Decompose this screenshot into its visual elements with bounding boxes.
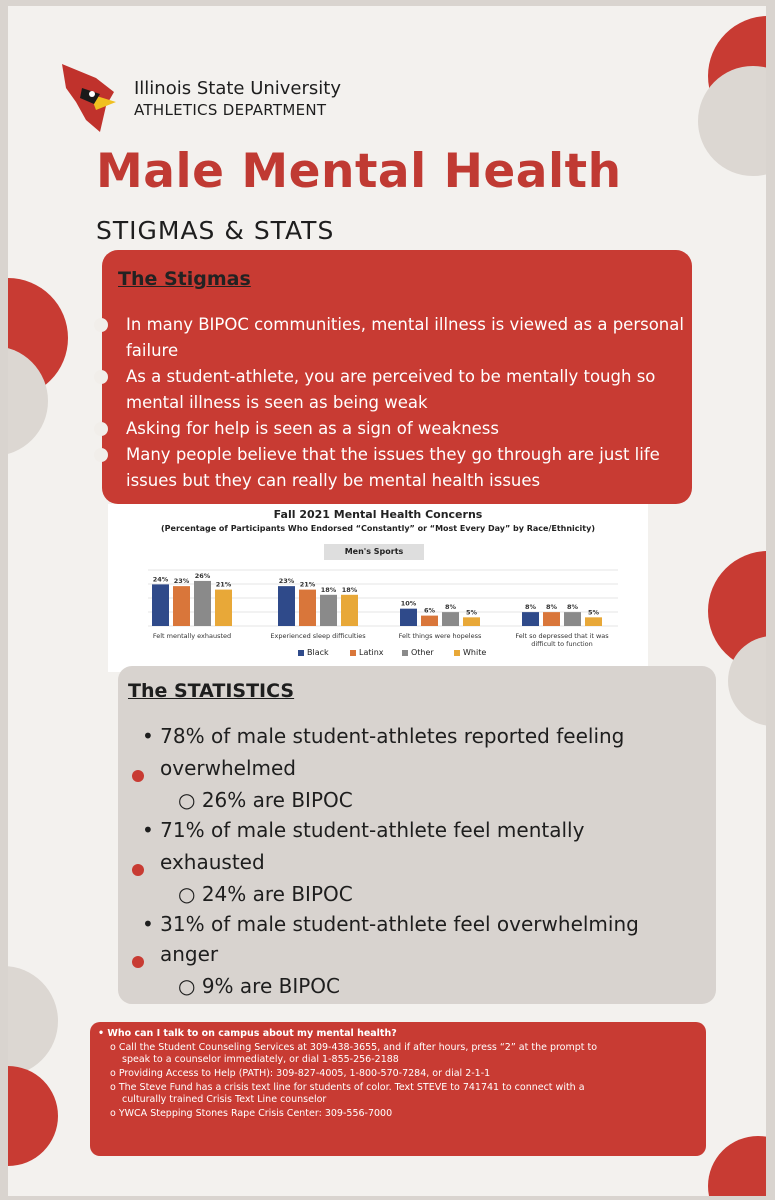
bullet-icon [94, 318, 108, 332]
bar-value-label: 26% [195, 572, 211, 580]
category-label: Felt mentally exhausted [153, 632, 231, 640]
bullet-icon [132, 770, 144, 782]
bar-other [564, 612, 581, 626]
bar-white [463, 617, 480, 626]
bar-latinx [543, 612, 560, 626]
legend-swatch [454, 649, 460, 656]
category-label: Felt things were hopeless [399, 632, 482, 640]
stigma-item: In many BIPOC communities, mental illnes… [94, 312, 686, 364]
bar-black [278, 586, 295, 626]
bar-value-label: 8% [546, 603, 558, 611]
help-line: culturally trained Crisis Text Line coun… [122, 1094, 327, 1105]
bar-black [152, 584, 169, 626]
help-line: o Providing Access to Help (PATH): 309-8… [110, 1068, 491, 1079]
redbird-logo-icon [62, 64, 116, 132]
bar-white [341, 594, 358, 626]
chart-tab: Men's Sports [324, 544, 424, 560]
bar-black [400, 608, 417, 626]
stigmas-box: The Stigmas In many BIPOC communities, m… [94, 250, 692, 504]
bar-value-label: 8% [445, 603, 457, 611]
bullet-icon [94, 422, 108, 436]
bar-value-label: 23% [174, 577, 190, 585]
stat-line: • 31% of male student-athlete feel overw… [142, 912, 639, 936]
legend-label: Latinx [359, 648, 384, 657]
stat-sub: ○ 9% are BIPOC [178, 974, 340, 998]
stigmas-heading: The Stigmas [118, 268, 251, 290]
bar-black [522, 612, 539, 626]
bar-other [320, 594, 337, 626]
bar-latinx [173, 586, 190, 626]
poster: Illinois State University ATHLETICS DEPA… [8, 6, 766, 1196]
bar-value-label: 18% [342, 586, 358, 594]
stigma-item: Asking for help is seen as a sign of wea… [94, 416, 686, 442]
statistics-heading: The STATISTICS [128, 680, 295, 702]
stat-line-cont: exhausted [160, 850, 265, 874]
bullet-icon [94, 448, 108, 462]
legend-label: Other [411, 648, 434, 657]
bar-latinx [299, 589, 316, 626]
department-name: ATHLETICS DEPARTMENT [134, 101, 327, 119]
decor-circle [8, 1066, 58, 1166]
help-line: o Call the Student Counseling Services a… [110, 1042, 598, 1053]
bar-value-label: 24% [153, 575, 169, 583]
stat-line: • 78% of male student-athletes reported … [142, 724, 625, 748]
bar-value-label: 23% [279, 577, 295, 585]
bullet-icon [132, 956, 144, 968]
university-header: Illinois State University ATHLETICS DEPA… [134, 78, 341, 120]
poster-subtitle: STIGMAS & STATS [96, 216, 335, 245]
bar-white [215, 589, 232, 626]
bar-value-label: 5% [466, 608, 478, 616]
help-line: o The Steve Fund has a crisis text line … [110, 1082, 585, 1093]
chart-subtitle: (Percentage of Participants Who Endorsed… [161, 524, 595, 533]
stat-line-cont: anger [160, 942, 219, 966]
category-label: difficult to function [531, 640, 592, 648]
legend-swatch [298, 649, 304, 656]
stat-sub: ○ 26% are BIPOC [178, 788, 353, 812]
help-line: speak to a counselor immediately, or dia… [122, 1054, 399, 1065]
bar-value-label: 8% [567, 603, 579, 611]
bar-value-label: 5% [588, 608, 600, 616]
bar-value-label: 21% [216, 581, 232, 589]
legend-swatch [350, 649, 356, 656]
stigmas-list: In many BIPOC communities, mental illnes… [94, 312, 686, 494]
bar-value-label: 21% [300, 581, 316, 589]
legend-item-other: Other [402, 648, 434, 657]
chart-plot: 24% 23% 26% 21% Felt mentally exhausted 23% 21… [148, 569, 618, 648]
bar-value-label: 10% [401, 600, 417, 608]
help-question: • Who can I talk to on campus about my m… [98, 1028, 397, 1039]
bar-other [194, 580, 211, 626]
stat-line-cont: overwhelmed [160, 756, 296, 780]
bar-value-label: 6% [424, 607, 436, 615]
legend-item-black: Black [298, 648, 329, 657]
bar-other [442, 612, 459, 626]
stigma-item: As a student-athlete, you are perceived … [94, 364, 686, 416]
category-label: Felt so depressed that it was [515, 632, 609, 640]
legend-label: White [463, 648, 487, 657]
bullet-icon [132, 864, 144, 876]
stat-line: • 71% of male student-athlete feel menta… [142, 818, 585, 842]
legend-item-latinx: Latinx [350, 648, 384, 657]
mental-health-chart: Fall 2021 Mental Health Concerns (Percen… [108, 504, 648, 672]
stat-sub: ○ 24% are BIPOC [178, 882, 353, 906]
bar-value-label: 8% [525, 603, 537, 611]
help-resources-box: • Who can I talk to on campus about my m… [90, 1022, 706, 1156]
bar-white [585, 617, 602, 626]
bar-value-label: 18% [321, 586, 337, 594]
decor-circle [8, 966, 58, 1076]
stigma-item: Many people believe that the issues they… [94, 442, 686, 494]
bar-latinx [421, 615, 438, 626]
legend-swatch [402, 649, 408, 656]
legend-item-white: White [454, 648, 486, 657]
poster-title: Male Mental Health [96, 144, 622, 199]
university-name: Illinois State University [134, 78, 341, 99]
decor-circle [708, 1136, 766, 1196]
help-line: o YWCA Stepping Stones Rape Crisis Cente… [110, 1108, 393, 1119]
statistics-box: The STATISTICS • 78% of male student-ath… [118, 666, 716, 1004]
chart-title: Fall 2021 Mental Health Concerns [273, 508, 483, 521]
category-label: Experienced sleep difficulties [270, 632, 366, 640]
bullet-icon [94, 370, 108, 384]
legend-label: Black [307, 648, 329, 657]
